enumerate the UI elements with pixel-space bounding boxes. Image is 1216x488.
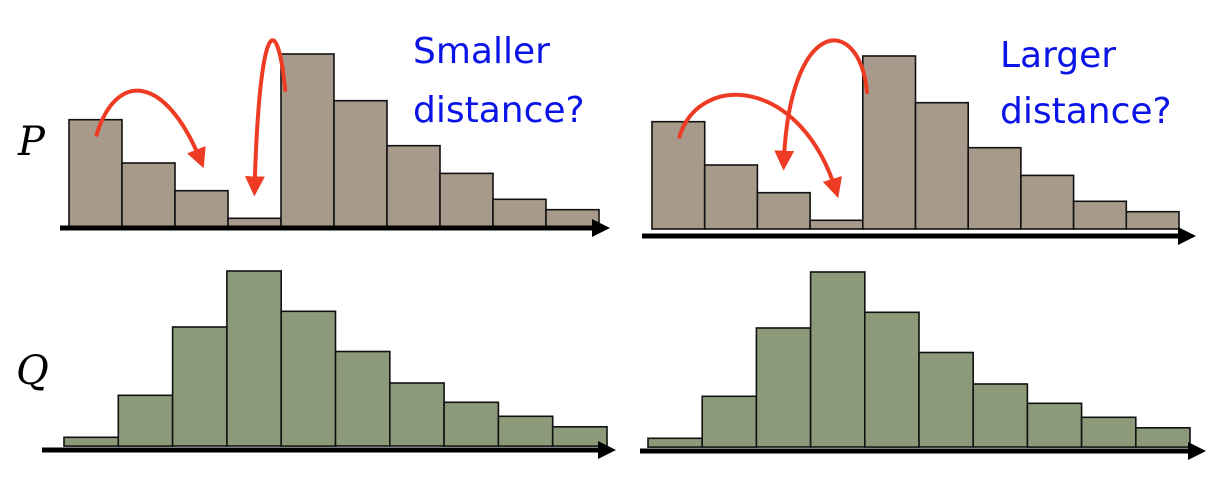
- caption-right: Larger distance?: [1000, 35, 1172, 132]
- bar-p-left-2: [121, 162, 176, 228]
- transport-arrow-right-1: [677, 93, 842, 199]
- bar-p-right-9: [1072, 200, 1128, 230]
- bar-q-right-9: [1080, 416, 1137, 448]
- bar-q-left-10: [551, 425, 608, 447]
- bar-p-right-3: [756, 191, 811, 230]
- bar-p-right-10: [1125, 210, 1180, 230]
- bar-p-right-6: [914, 101, 970, 230]
- bar-p-left-1: [68, 118, 123, 228]
- bar-q-right-8: [1026, 402, 1083, 448]
- label-p: P: [17, 119, 46, 165]
- bar-p-right-4: [809, 219, 864, 230]
- x-axis-arrowhead-q-right: [1188, 442, 1206, 460]
- x-axis-arrowhead-p-left: [592, 219, 610, 237]
- bar-q-left-8: [443, 401, 500, 447]
- histogram-q-left: [42, 270, 616, 459]
- transport-arrow-left-2: [244, 38, 288, 197]
- bar-p-left-8: [439, 172, 494, 228]
- bar-q-right-5: [863, 311, 920, 448]
- bar-q-left-7: [388, 382, 445, 447]
- label-q: Q: [16, 348, 49, 394]
- transport-arrow-right-2: [774, 38, 870, 171]
- bar-p-right-7: [967, 146, 1022, 230]
- caption-left-line2: distance?: [413, 90, 585, 131]
- bar-p-right-8: [1020, 174, 1075, 230]
- histogram-p-right: [642, 38, 1196, 245]
- x-axis-arrowhead-q-left: [598, 441, 616, 459]
- bar-q-left-1: [63, 436, 120, 447]
- x-axis-arrowhead-p-right: [1178, 227, 1196, 245]
- histogram-p-left: [60, 38, 610, 237]
- bar-p-left-10: [545, 208, 600, 228]
- bar-p-left-6: [333, 99, 388, 228]
- transport-arrow-left-1: [94, 88, 206, 169]
- bar-q-right-6: [918, 351, 975, 448]
- bar-q-left-3: [171, 326, 228, 447]
- caption-right-line2: distance?: [1000, 91, 1172, 132]
- bar-q-left-5: [280, 310, 337, 447]
- bar-q-right-3: [755, 327, 812, 448]
- bar-p-right-5: [861, 55, 917, 230]
- bar-q-right-4: [809, 271, 866, 448]
- bar-q-right-10: [1135, 426, 1191, 448]
- bar-q-left-9: [497, 415, 554, 447]
- bar-q-right-1: [647, 437, 704, 448]
- bar-q-right-7: [972, 383, 1029, 448]
- bar-q-left-2: [117, 394, 174, 447]
- bar-p-left-5: [280, 53, 335, 228]
- bar-p-right-2: [703, 164, 759, 230]
- bar-q-right-2: [701, 395, 758, 448]
- bar-p-left-7: [386, 144, 441, 228]
- caption-left-line1: Smaller: [413, 31, 550, 72]
- caption-left: Smaller distance?: [413, 31, 585, 131]
- caption-right-line1: Larger: [1000, 35, 1116, 76]
- bar-p-left-3: [174, 189, 229, 228]
- histogram-q-right: [640, 271, 1206, 460]
- bar-p-left-9: [492, 198, 547, 228]
- bar-q-left-6: [334, 350, 391, 447]
- bar-q-left-4: [226, 270, 282, 447]
